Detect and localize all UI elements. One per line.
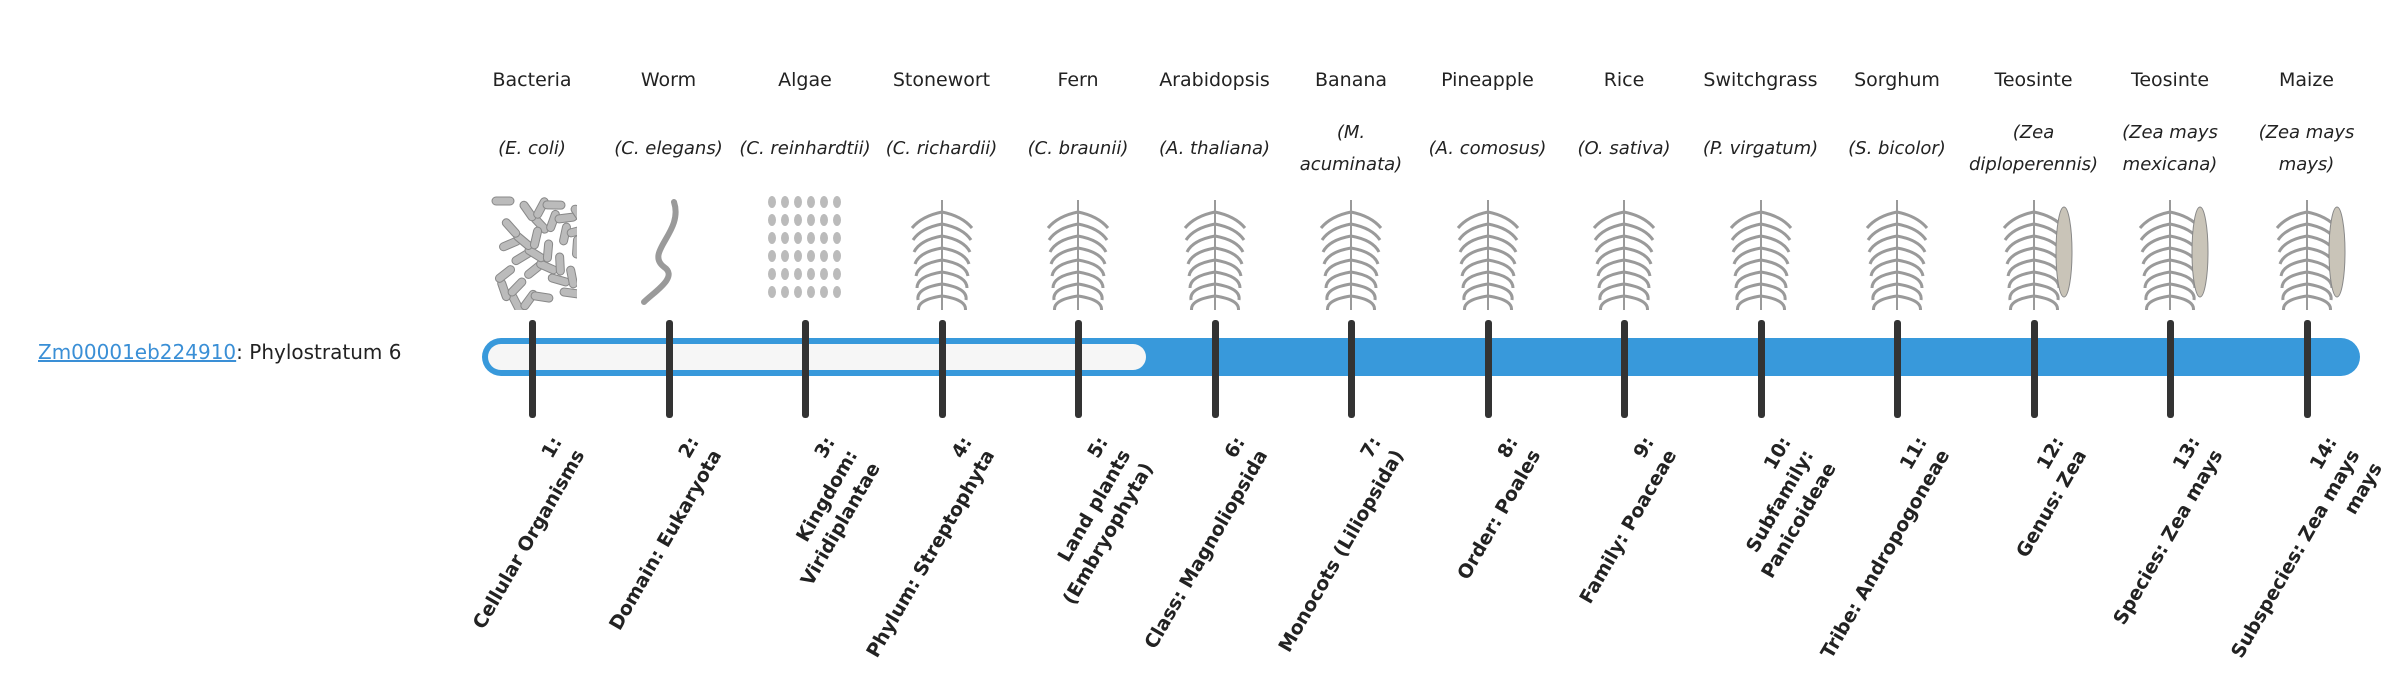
bacteria-icon [464, 192, 600, 312]
organism-name: Teosinte [2130, 69, 2210, 91]
organism-name: Arabidopsis [1159, 69, 1270, 91]
teosinte-icon [1966, 192, 2102, 312]
organism-species: (M. acuminata) [1283, 106, 1419, 192]
species-text: (E. coli) [498, 138, 566, 159]
stratum-label: 7: Monocots (Liliopsida) [1245, 432, 1410, 666]
species-text: (P. virgatum) [1702, 138, 1819, 159]
organism-name: Banana [1314, 69, 1388, 91]
banana-icon [1283, 192, 1419, 312]
organism-column: Maize (Zea mays mays) [2239, 66, 2375, 312]
organism-column: Bacteria (E. coli) [464, 66, 600, 312]
organism-name: Rice [1603, 69, 1645, 91]
species-text: (Zea mays mays) [2258, 122, 2355, 175]
organism-species: (A. thaliana) [1147, 106, 1283, 192]
stratum-tick [938, 320, 946, 418]
stratum-label: 14: Subspecies: Zea mays mays [2201, 432, 2389, 679]
species-text: (C. elegans) [614, 138, 723, 159]
organism-name: Teosinte [1994, 69, 2073, 91]
species-text: (C. reinhardtii) [739, 138, 871, 159]
organism-column: Arabidopsis (A. thaliana) [1147, 66, 1283, 312]
switchgrass-icon [1693, 192, 1829, 312]
organism-name: Fern [1057, 69, 1099, 91]
organism-species: (Zea diploperennis) [1966, 106, 2102, 192]
stratum-tick [529, 320, 536, 418]
stratum-label: 1: Cellular Organisms [426, 432, 591, 666]
phylostratum-bar [482, 338, 2360, 376]
organism-column: Worm (C. elegans) [601, 66, 737, 312]
organism-name: Sorghum [1854, 69, 1940, 91]
organism-column: Fern (C. braunii) [1010, 66, 1146, 312]
phylostratum-text: : Phylostratum 6 [236, 340, 402, 364]
organism-name: Pineapple [1441, 69, 1534, 91]
organism-name: Switchgrass [1703, 69, 1818, 91]
organism-column: Stonewort (C. richardii) [874, 66, 1010, 312]
species-text: (C. richardii) [885, 138, 998, 159]
stratum-tick [1484, 320, 1492, 418]
organism-name: Algae [778, 69, 832, 91]
organism-species: (C. richardii) [874, 106, 1010, 192]
stratum-tick [1757, 320, 1765, 418]
pineapple-icon [1420, 192, 1556, 312]
species-text: (O. sativa) [1577, 138, 1671, 159]
stratum-label: 13: Species: Zea mays [2064, 432, 2229, 666]
organism-name: Maize [2279, 69, 2334, 91]
organism-species: (C. elegans) [601, 106, 737, 192]
arabidopsis-icon [1147, 192, 1283, 312]
stratum-tick [1621, 320, 1628, 418]
algae-icon [737, 192, 873, 312]
organism-species: (O. sativa) [1556, 106, 1692, 192]
species-text: (Zea diploperennis) [1968, 122, 2099, 175]
species-text: (M. acuminata) [1299, 122, 1403, 175]
organism-species: (A. comosus) [1420, 106, 1556, 192]
stratum-tick [2030, 320, 2038, 418]
stratum-tick [1348, 320, 1355, 418]
stratum-tick [802, 320, 809, 418]
stratum-tick [1075, 320, 1082, 418]
organism-species: (Zea mays mays) [2239, 106, 2375, 192]
sorghum-icon [1829, 192, 1965, 312]
species-text: (A. thaliana) [1158, 138, 1271, 159]
stratum-tick [2167, 320, 2174, 418]
species-text: (S. bicolor) [1848, 138, 1946, 159]
stratum-tick [2303, 320, 2311, 418]
stratum-tick [665, 320, 673, 418]
organism-column: Rice (O. sativa) [1556, 66, 1692, 312]
gene-label: Zm00001eb224910: Phylostratum 6 [38, 340, 401, 364]
teosinte-icon [2102, 192, 2238, 312]
stratum-label: 9: Family: Poaceae [1518, 432, 1683, 666]
fern-icon [1010, 192, 1146, 312]
gene-link[interactable]: Zm00001eb224910 [38, 340, 237, 364]
organism-species: (C. reinhardtii) [737, 106, 873, 192]
stonewort-icon [874, 192, 1010, 312]
species-text: (A. comosus) [1428, 138, 1547, 159]
organism-name: Worm [640, 69, 697, 91]
organism-name: Bacteria [492, 69, 572, 91]
organism-species: (Zea mays mexicana) [2102, 106, 2238, 192]
organism-column: Teosinte (Zea mays mexicana) [2102, 66, 2238, 312]
organism-species: (S. bicolor) [1829, 106, 1965, 192]
worm-icon [601, 192, 737, 312]
rice-icon [1556, 192, 1692, 312]
species-text: (C. braunii) [1027, 138, 1129, 159]
organism-species: (C. braunii) [1010, 106, 1146, 192]
bar-unfilled-region [488, 344, 1147, 370]
maize-icon [2239, 192, 2375, 312]
organism-column: Algae (C. reinhardtii) [737, 66, 873, 312]
organism-name: Stonewort [892, 69, 991, 91]
organism-column: Sorghum (S. bicolor) [1829, 66, 1965, 312]
organism-species: (P. virgatum) [1693, 106, 1829, 192]
stratum-tick [1894, 320, 1901, 418]
organism-column: Banana (M. acuminata) [1283, 66, 1419, 312]
organism-column: Pineapple (A. comosus) [1420, 66, 1556, 312]
species-text: (Zea mays mexicana) [2122, 122, 2218, 175]
organism-column: Switchgrass (P. virgatum) [1693, 66, 1829, 312]
organism-column: Teosinte (Zea diploperennis) [1966, 66, 2102, 312]
organism-species: (E. coli) [464, 106, 600, 192]
stratum-tick [1211, 320, 1219, 418]
